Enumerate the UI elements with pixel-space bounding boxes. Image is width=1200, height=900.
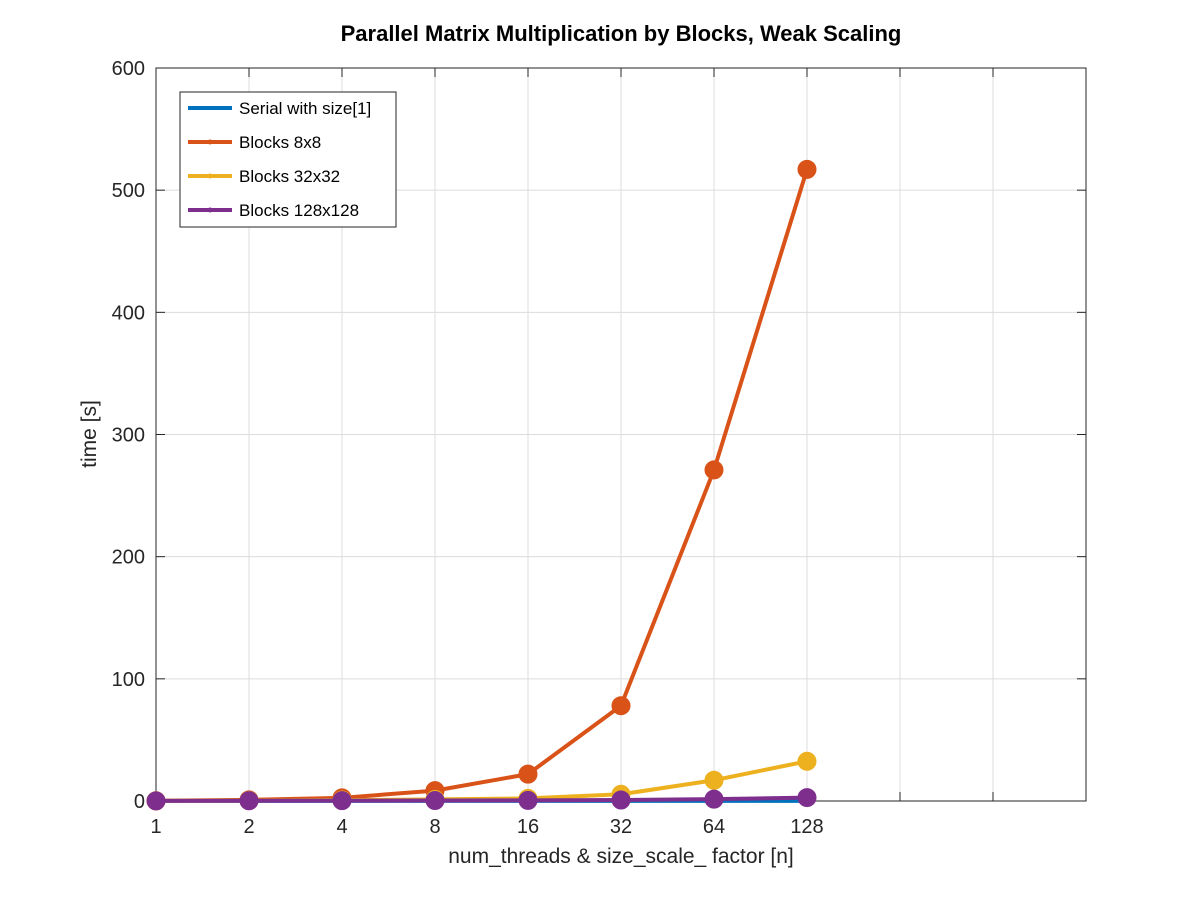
data-point (797, 159, 817, 179)
data-point (332, 791, 352, 811)
legend-marker (207, 207, 213, 213)
x-tick-label: 1 (150, 816, 161, 838)
legend-item: Blocks 32x32 (188, 167, 340, 186)
legend-marker (207, 139, 213, 145)
y-axis-label: time [s] (78, 400, 101, 468)
x-tick-label: 16 (517, 816, 539, 838)
legend: Serial with size[1] Blocks 8x8 Blocks 32x3… (179, 91, 397, 228)
x-tick-label: 4 (336, 816, 347, 838)
data-point (518, 790, 538, 810)
data-point (611, 790, 631, 810)
y-tick-label: 400 (112, 302, 145, 324)
data-point (146, 791, 166, 811)
legend-label: Serial with size[1] (239, 99, 371, 118)
legend-item: Serial with size[1] (188, 99, 371, 118)
legend-item: Blocks 128x128 (188, 201, 359, 220)
data-point (611, 696, 631, 716)
x-tick-label: 32 (610, 816, 632, 838)
legend-label: Blocks 32x32 (239, 167, 340, 186)
x-tick-label: 64 (703, 816, 725, 838)
legend-label: Blocks 128x128 (239, 201, 359, 220)
legend-marker (207, 173, 213, 179)
axis-ticks: 1 2 4 8 16 32 64 128 0 100 200 300 400 500 600 (112, 58, 1086, 838)
data-point (797, 788, 817, 808)
data-point (704, 789, 724, 809)
legend-label: Blocks 8x8 (239, 133, 321, 152)
data-point (704, 770, 724, 790)
data-point (704, 460, 724, 480)
y-tick-label: 100 (112, 669, 145, 691)
y-tick-label: 200 (112, 547, 145, 569)
series-3 (146, 788, 817, 811)
legend-box (179, 91, 397, 228)
chart-title: Parallel Matrix Multiplication by Blocks… (341, 21, 902, 46)
data-point (797, 751, 817, 771)
legend-item: Blocks 8x8 (188, 133, 321, 152)
data-point (518, 764, 538, 784)
data-point (239, 791, 259, 811)
y-tick-label: 300 (112, 425, 145, 447)
x-tick-label: 8 (429, 816, 440, 838)
x-axis-label: num_threads & size_scale_ factor [n] (448, 845, 794, 868)
y-tick-label: 500 (112, 180, 145, 202)
series (146, 159, 817, 811)
x-tick-label: 2 (243, 816, 254, 838)
series-line (154, 795, 809, 803)
y-tick-label: 600 (112, 58, 145, 80)
x-tick-label: 128 (790, 816, 823, 838)
y-tick-label: 0 (134, 791, 145, 813)
data-point (425, 791, 445, 811)
